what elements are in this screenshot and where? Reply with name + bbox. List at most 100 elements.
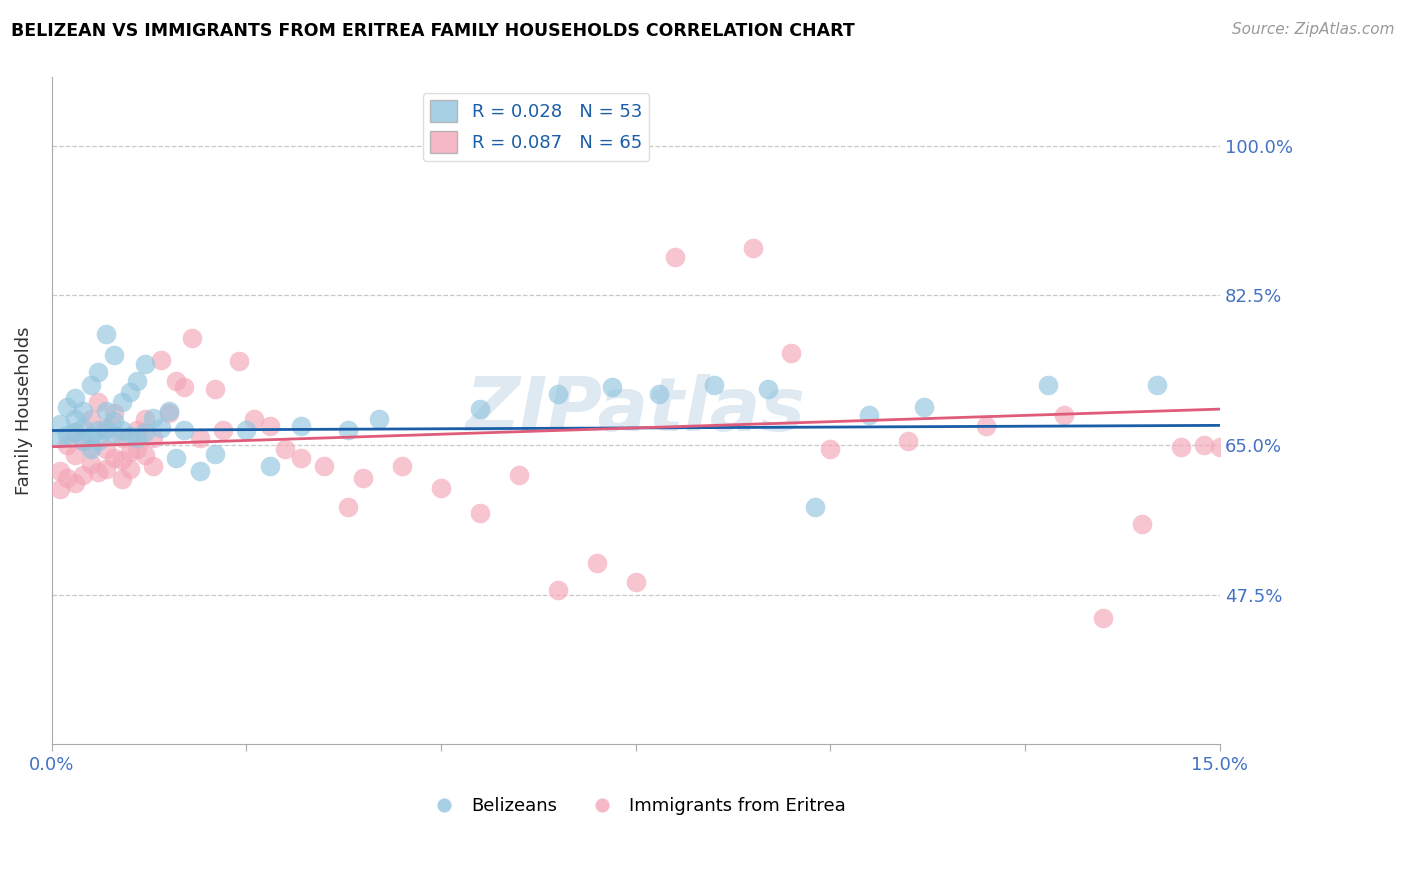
Point: [56, 438, 79, 452]
Point: [79, 457, 101, 471]
Point: [63, 476, 86, 491]
Point: [87, 395, 110, 409]
Point: [820, 442, 842, 457]
Point: [235, 423, 257, 437]
Point: [165, 374, 187, 388]
Point: [780, 345, 803, 359]
Point: [741, 241, 763, 255]
Point: [1209, 440, 1232, 454]
Y-axis label: Family Households: Family Households: [15, 326, 32, 495]
Point: [96, 326, 118, 341]
Point: [142, 431, 165, 445]
Point: [79, 378, 101, 392]
Point: [96, 462, 118, 476]
Point: [314, 459, 336, 474]
Point: [56, 400, 79, 414]
Point: [134, 448, 156, 462]
Point: [602, 380, 624, 394]
Point: [259, 459, 281, 474]
Point: [585, 556, 607, 570]
Point: [72, 421, 94, 435]
Point: [118, 445, 141, 459]
Point: [1192, 438, 1215, 452]
Point: [858, 408, 880, 422]
Point: [1170, 440, 1192, 454]
Point: [72, 404, 94, 418]
Point: [228, 354, 250, 368]
Point: [468, 402, 491, 417]
Point: [111, 431, 134, 445]
Point: [96, 442, 118, 457]
Point: [127, 431, 149, 445]
Point: [63, 425, 86, 440]
Point: [134, 425, 156, 440]
Point: [149, 421, 172, 435]
Point: [173, 423, 195, 437]
Point: [87, 423, 110, 437]
Point: [79, 412, 101, 426]
Point: [430, 481, 453, 495]
Point: [63, 391, 86, 405]
Point: [1053, 408, 1076, 422]
Point: [63, 412, 86, 426]
Point: [96, 423, 118, 437]
Point: [180, 331, 202, 345]
Point: [212, 423, 235, 437]
Point: [243, 412, 266, 426]
Point: [79, 440, 101, 454]
Point: [274, 442, 297, 457]
Point: [547, 386, 569, 401]
Point: [508, 467, 530, 482]
Point: [111, 423, 134, 437]
Point: [142, 410, 165, 425]
Point: [1038, 378, 1060, 392]
Point: [127, 374, 149, 388]
Point: [391, 459, 413, 474]
Point: [48, 431, 70, 445]
Point: [149, 352, 172, 367]
Point: [96, 421, 118, 435]
Point: [48, 417, 70, 431]
Point: [134, 357, 156, 371]
Point: [188, 464, 211, 478]
Point: [165, 450, 187, 465]
Text: Source: ZipAtlas.com: Source: ZipAtlas.com: [1232, 22, 1395, 37]
Point: [87, 434, 110, 448]
Point: [79, 442, 101, 457]
Text: ZIPatlas: ZIPatlas: [465, 375, 806, 447]
Point: [259, 419, 281, 434]
Point: [48, 464, 70, 478]
Point: [103, 427, 125, 442]
Point: [118, 462, 141, 476]
Point: [87, 365, 110, 379]
Legend: Belizeans, Immigrants from Eritrea: Belizeans, Immigrants from Eritrea: [419, 790, 853, 822]
Point: [204, 446, 226, 460]
Point: [87, 466, 110, 480]
Point: [118, 429, 141, 443]
Point: [290, 419, 312, 434]
Point: [290, 450, 312, 465]
Point: [111, 453, 134, 467]
Point: [56, 470, 79, 484]
Point: [204, 383, 226, 397]
Point: [103, 414, 125, 428]
Point: [111, 395, 134, 409]
Point: [72, 467, 94, 482]
Point: [63, 425, 86, 440]
Point: [367, 412, 389, 426]
Point: [648, 386, 671, 401]
Point: [79, 429, 101, 443]
Point: [56, 427, 79, 442]
Point: [72, 434, 94, 448]
Point: [72, 434, 94, 448]
Point: [352, 470, 374, 484]
Point: [103, 450, 125, 465]
Point: [188, 431, 211, 445]
Text: BELIZEAN VS IMMIGRANTS FROM ERITREA FAMILY HOUSEHOLDS CORRELATION CHART: BELIZEAN VS IMMIGRANTS FROM ERITREA FAMI…: [11, 22, 855, 40]
Point: [157, 405, 180, 419]
Point: [664, 250, 686, 264]
Point: [974, 419, 997, 434]
Point: [118, 384, 141, 399]
Point: [703, 378, 725, 392]
Point: [142, 459, 165, 474]
